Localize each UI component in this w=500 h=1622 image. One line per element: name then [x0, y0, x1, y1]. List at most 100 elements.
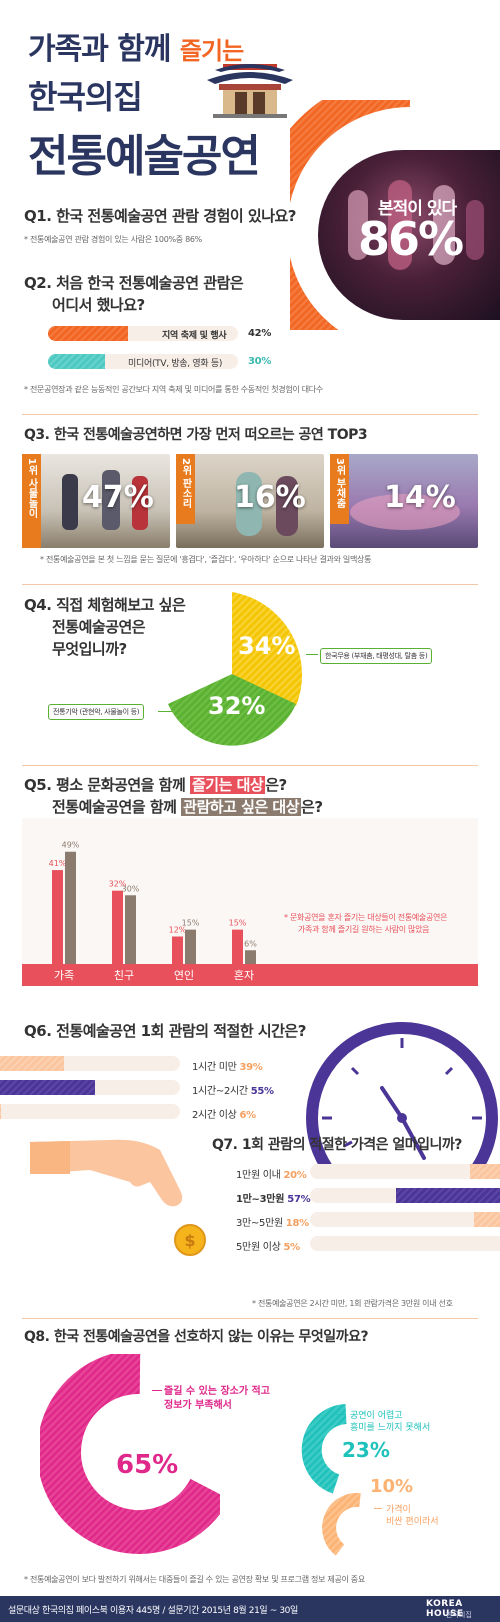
q5-question-line1: Q5. 평소 문화공연을 함께 즐기는 대상 은?: [24, 774, 287, 795]
q7-pct-1: 57%: [287, 1194, 311, 1205]
title-line1-b: 즐기는: [179, 37, 244, 65]
q4-leader-1: [158, 711, 172, 712]
q2-question-line1: Q2. 처음 한국 전통예술공연 관람은: [24, 274, 244, 292]
q1-ring-chart: [290, 100, 411, 330]
q5-q2-b: 은?: [301, 798, 323, 816]
q8-label-2-line2: 비싼 편이라서: [386, 1517, 439, 1527]
q1-section: Q1. 한국 전통예술공연 관람 경험이 있나요? * 전통예술공연 관람 경험…: [0, 200, 500, 265]
q2-bar-label-1: 미디어(TV, 방송, 영화 등): [128, 359, 223, 369]
q5-question-line2: 전통예술공연을 함께 관람하고 싶은 대상 은?: [52, 796, 323, 817]
q2-bar-fill-0: [48, 326, 128, 341]
clock-icon: [306, 1022, 498, 1168]
divider-4: [22, 1318, 478, 1319]
q3-note: * 전통예술공연을 본 첫 느낌을 묻는 질문에 '흥겹다', '즐겁다', '…: [40, 555, 372, 564]
q8-donut-23: [301, 1404, 348, 1494]
q1-note: * 전통예술공연 관람 경험이 있는 사람은 100%중 86%: [24, 235, 202, 244]
q3-photo-0: [22, 454, 170, 548]
q8-note: * 전통예술공연이 보다 발전하기 위해서는 대중들이 즐길 수 있는 공연장 …: [24, 1575, 365, 1584]
q5-bar-s0-3: [232, 929, 243, 964]
q3-section: Q3. 한국 전통예술공연하면 가장 먼저 떠오르는 공연 TOP3 1위 사물…: [0, 420, 500, 580]
q5-category-0: 가족: [54, 969, 74, 982]
q8-leader-0: [152, 1390, 162, 1391]
hand-coin-icon: $: [30, 1139, 206, 1256]
q6-bar-fill-2: [0, 1104, 2, 1119]
q6-label-1: 1시간~2시간 55%: [192, 1082, 274, 1097]
title-line3: 전통예술공연: [28, 131, 261, 182]
q5-plot-bg: [22, 818, 478, 964]
q1-question: Q1. 한국 전통예술공연 관람 경험이 있나요?: [24, 207, 297, 225]
q5-bar-s1-0: [65, 851, 76, 964]
q5-bar-s1-2: [185, 929, 196, 964]
footer-logo: KOREA HOUSE: [426, 1599, 464, 1619]
q6-pct-2: 6%: [239, 1110, 256, 1121]
q8-pct-0: 65%: [116, 1450, 179, 1480]
q8-leader-1: [336, 1414, 346, 1415]
q2-bar-track-0: [48, 326, 238, 341]
q5-bar-label-s1-3: 6%: [244, 939, 257, 948]
q5-category-3: 혼자: [234, 969, 254, 982]
q5-q1-b: 은?: [265, 776, 287, 794]
q7-label-2: 3만~5만원 18%: [236, 1214, 309, 1229]
q6-pct-1: 55%: [250, 1086, 274, 1097]
q4-pct-1: 32%: [208, 692, 266, 720]
q4-slice-traditional-instruments: [168, 674, 296, 746]
q8-leader-2: [374, 1508, 382, 1509]
q8-label-2-line1: 가격이: [386, 1505, 411, 1515]
q4-question-line2: 전통예술공연은: [52, 618, 146, 636]
q6-bar-track-1: [0, 1080, 180, 1095]
q4-pct-0: 34%: [238, 632, 296, 660]
q2-bar-label-0: 지역 축제 및 행사: [162, 331, 227, 341]
q2-bar-pct-1: 30%: [248, 356, 272, 367]
q7-bar-fill-1: [396, 1188, 500, 1203]
q7-pct-3: 5%: [283, 1242, 300, 1253]
q4-pie-chart: [168, 592, 302, 746]
footer-text: 설문대상 한국의집 페이스북 이용자 445명 / 설문기간 2015년 8월 …: [8, 1606, 298, 1616]
q5-bar-label-s1-0: 49%: [62, 841, 80, 850]
q5-bar-label-s0-0: 41%: [49, 859, 67, 868]
q5-category-1: 친구: [114, 969, 134, 982]
q5-section: Q5. 평소 문화공연을 함께 즐기는 대상 은? 전통예술공연을 함께 관람하고…: [0, 770, 500, 1000]
title-line1: 가족과 함께 즐기는: [28, 24, 244, 68]
q7-question: Q7. 1회 관람의 적절한 가격은 얼마입니까?: [212, 1137, 462, 1153]
q3-photo-2: [330, 454, 478, 548]
q7-label-text-3: 5만원 이상: [236, 1242, 281, 1253]
q4-leader-0: [306, 654, 318, 655]
q2-bar-track-1: [48, 354, 238, 369]
q4-question-line3: 무엇입니까?: [52, 640, 127, 658]
q7-note: * 전통예술공연은 2시간 미만, 1회 관람가격은 3만원 이내 선호: [252, 1299, 453, 1308]
q7-label-text-0: 1만원 이내: [236, 1170, 281, 1181]
q5-bar-label-s1-2: 15%: [182, 919, 200, 928]
hanok-house-icon: [207, 64, 293, 118]
q8-pct-2: 10%: [370, 1476, 414, 1497]
q1-dancers-photo: [318, 150, 500, 320]
header: 가족과 함께 즐기는 한국의집 전통예술공연: [0, 0, 500, 330]
q7-label-1: 1만~3만원 57%: [236, 1190, 311, 1205]
q5-q1-highlight: 즐기는 대상: [189, 776, 266, 794]
q4-section: Q4. 직접 체험해보고 싶은 전통예술공연은 무엇입니까? 34% 32% 한…: [0, 588, 500, 763]
q4-label-1: 전통기악 (관현악, 사물놀이 등): [48, 704, 145, 720]
footer: 설문대상 한국의집 페이스북 이용자 445명 / 설문기간 2015년 8월 …: [0, 1596, 500, 1622]
q8-label-0-line2: 정보가 부족해서: [164, 1400, 232, 1411]
q2-question-line2: 어디서 했나요?: [52, 296, 145, 314]
q8-donut-65: [40, 1354, 220, 1554]
q3-rank-tag-1: 2위 판소리: [176, 454, 195, 524]
q5-bar-label-s0-3: 15%: [229, 919, 247, 928]
q4-label-0: 한국무용 (부채춤, 태평성대, 탈춤 등): [320, 648, 433, 664]
q6-question: Q6. 전통예술공연 1회 관람의 적절한 시간은?: [24, 1022, 306, 1040]
q3-rank-tag-0: 1위 사물놀이: [22, 454, 41, 548]
q3-photo-1: [176, 454, 324, 548]
svg-text:$: $: [184, 1231, 195, 1250]
q7-pct-0: 20%: [283, 1170, 307, 1181]
q6-label-text-0: 1시간 미만: [192, 1062, 237, 1073]
divider-2: [22, 584, 478, 585]
q6-pct-0: 39%: [239, 1062, 263, 1073]
q1-big-label: 본적이 있다: [378, 199, 457, 219]
q7-label-text-1: 1만~3만원: [236, 1194, 285, 1205]
q8-donut-10: [322, 1492, 361, 1556]
q3-pct-0: 47%: [82, 480, 154, 515]
q3-pct-1: 16%: [234, 480, 306, 515]
q7-bar-fill-2: [474, 1212, 500, 1227]
footer-logo-sub: 한국의집: [446, 1611, 472, 1619]
q3-pct-2: 14%: [384, 480, 456, 515]
